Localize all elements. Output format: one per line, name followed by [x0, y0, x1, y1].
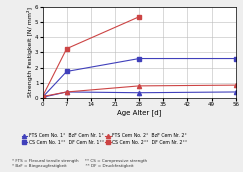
Legend: FTS Cem No. 1°  BzF Cem Nr. 1°, CS Cem No. 1°°  DF Cem Nr. 1°°, FTS Cem No. 2°  : FTS Cem No. 1° BzF Cem Nr. 1°, CS Cem No…: [22, 133, 187, 144]
Y-axis label: Strength Festigkeit [N/ mm²]: Strength Festigkeit [N/ mm²]: [27, 7, 33, 98]
Text: * FTS = Flexural tensile strength     ** CS = Compressive strength
* BzF = Biege: * FTS = Flexural tensile strength ** CS …: [12, 159, 147, 168]
X-axis label: Age Alter [d]: Age Alter [d]: [117, 109, 161, 116]
